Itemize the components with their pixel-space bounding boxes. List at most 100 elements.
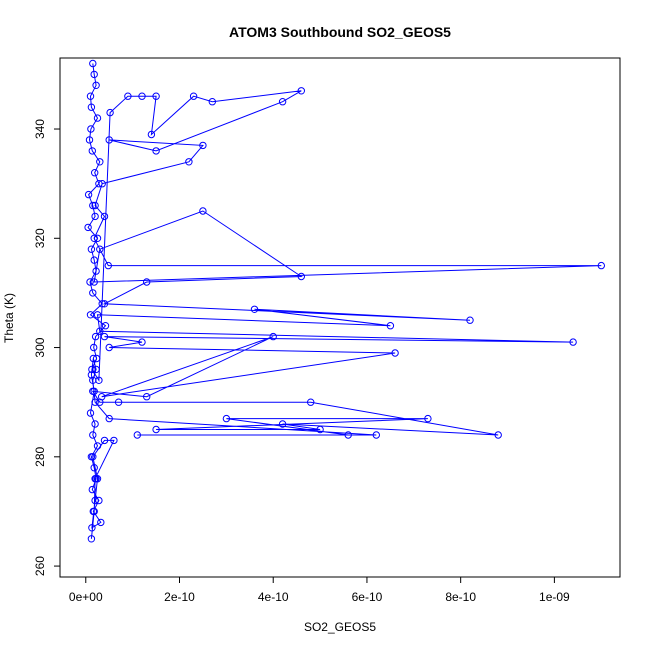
data-point [138,92,146,100]
data-point [100,212,109,221]
data-point [91,420,99,428]
data-point [90,256,98,264]
data-point [424,414,432,423]
x-tick-label: 2e-10 [164,590,195,604]
data-point [91,169,99,177]
data-point [90,278,98,286]
data-point [89,201,97,210]
x-tick-label: 6e-10 [352,590,383,604]
data-point [93,475,102,483]
data-point [88,485,97,494]
series-line [87,63,602,539]
data-point [494,431,502,439]
plot-frame [59,57,621,578]
data-point [152,147,160,155]
x-axis-label: SO2_GEOS5 [304,620,376,634]
y-tick-label: 280 [33,446,47,466]
data-point [91,398,99,406]
data-point [96,327,104,335]
data-point [250,305,259,313]
data-point [344,431,352,439]
data-point [138,338,146,346]
data-point [90,343,98,352]
data-point [90,234,98,243]
x-axis: 0e+00 2e-10 4e-10 6e-10 8e-10 1e-09 [69,577,570,604]
data-point [92,354,101,363]
data-point [87,125,95,133]
data-point [86,278,94,286]
data-point [90,507,98,516]
data-point [88,524,96,532]
y-tick-label: 320 [33,228,47,248]
data-point [89,289,97,297]
data-point [89,376,97,384]
data-point [98,300,106,308]
data-point [110,436,118,445]
data-point [84,190,93,199]
data-point [84,223,92,232]
data-point [95,496,103,505]
y-axis: 260 280 300 320 340 [33,119,60,576]
data-point [466,316,474,324]
data-point [372,431,380,439]
x-tick-label: 1e-09 [539,590,570,604]
data-point [93,234,102,243]
data-point [199,141,207,150]
y-tick-label: 260 [33,556,47,576]
x-tick-label: 4e-10 [258,590,289,604]
data-point [143,393,151,401]
data-point [199,207,207,215]
data-point [152,425,160,434]
x-tick-label: 8e-10 [445,590,476,604]
data-point [90,70,98,79]
data-point [569,338,577,346]
data-point [208,98,217,106]
data-point [95,180,103,188]
data-point [189,92,198,100]
data-point [92,81,100,90]
data-point [86,92,95,100]
data-point [89,354,98,363]
data-point [100,332,109,341]
data-point [114,398,123,406]
data-point [307,398,315,406]
y-axis-label: Theta (K) [2,293,16,343]
data-point [133,431,142,439]
data-point [386,322,395,330]
data-point [93,114,102,122]
data-point [98,180,106,188]
data-point [87,103,96,111]
data-point [90,464,98,472]
data-point [278,420,287,428]
data-point [152,92,160,100]
data-point [185,158,193,166]
data-point [97,518,105,527]
data-point [278,98,287,106]
data-point [92,365,100,374]
data-point [86,409,95,417]
data-point [269,332,277,341]
data-point [104,261,113,270]
data-point [96,398,104,406]
data-point [88,365,96,374]
data-point [100,300,109,308]
chart-title: ATOM3 Southbound SO2_GEOS5 [229,24,451,40]
data-point [105,414,113,423]
data-point [124,92,132,100]
data-point [91,201,99,210]
data-point [85,136,94,144]
data-point [100,436,109,445]
data-point [106,108,114,117]
data-point [87,371,96,379]
x-tick-label: 0e+00 [69,590,103,604]
data-point [143,278,151,286]
data-point [89,59,97,68]
data-point [147,130,156,139]
y-tick-label: 300 [33,337,47,357]
data-point [88,147,97,155]
data-point [87,245,96,253]
plot-area [84,59,605,543]
data-point [87,535,96,543]
data-point [89,453,97,461]
